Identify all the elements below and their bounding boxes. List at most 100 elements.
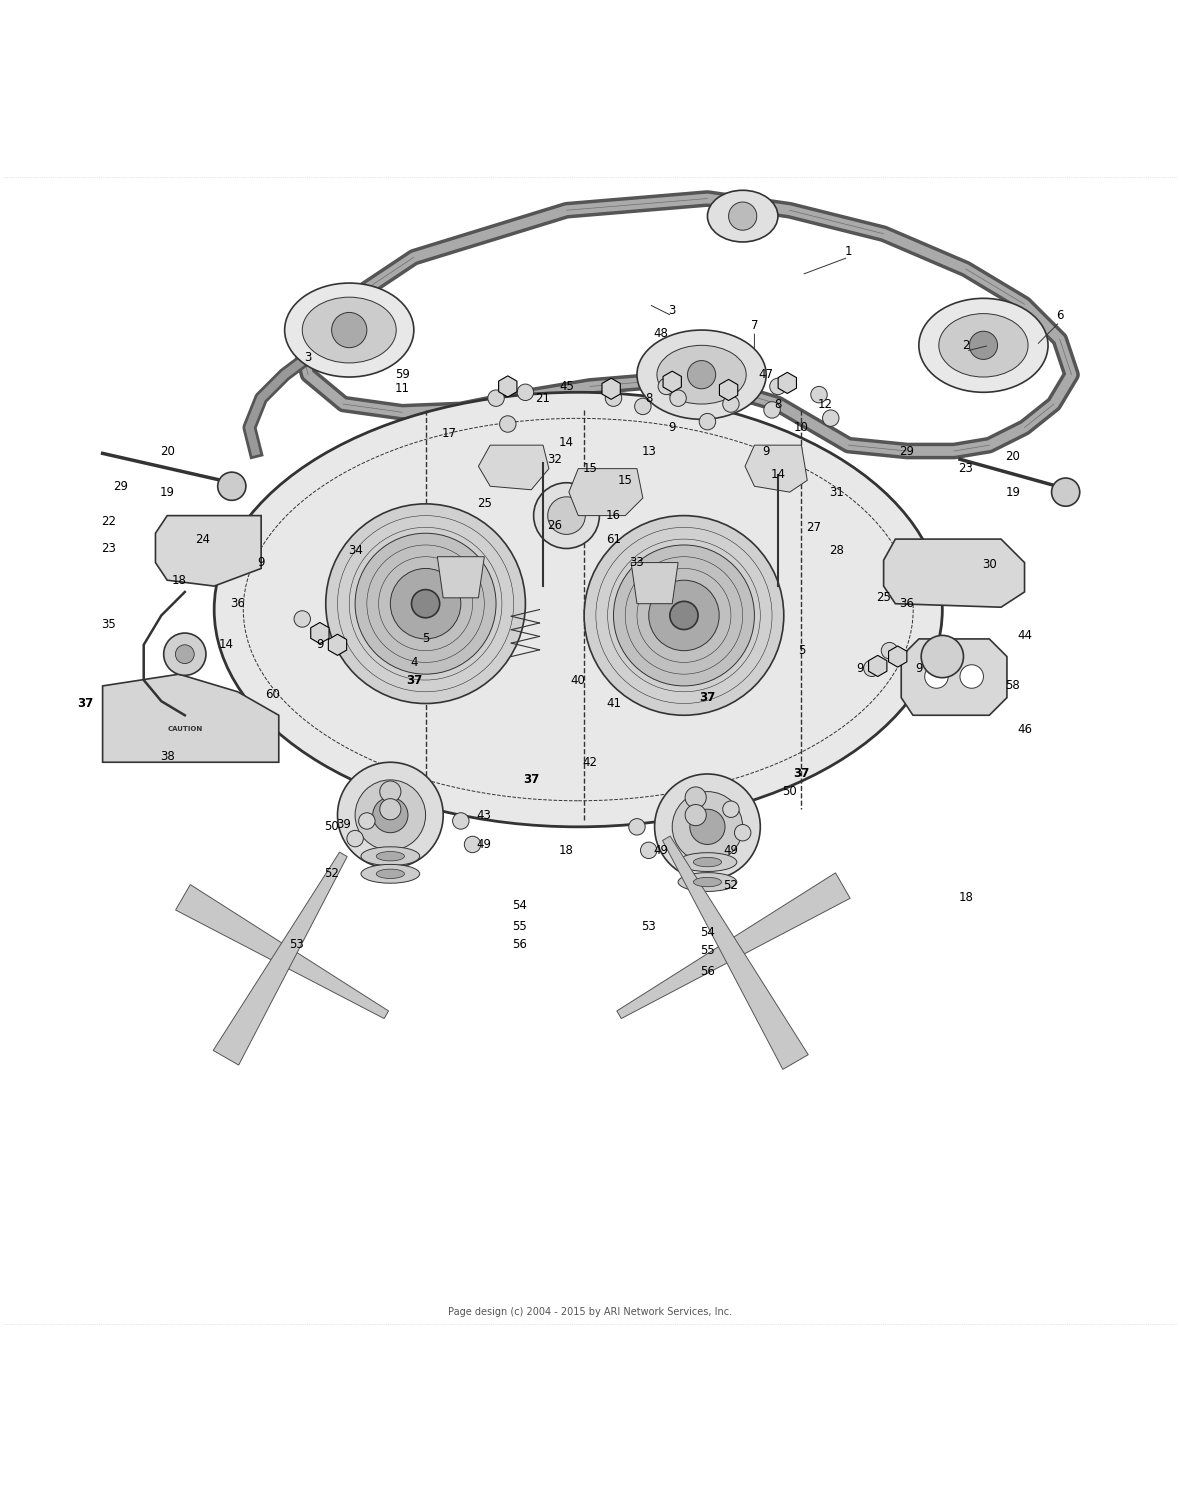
Text: 55: 55 <box>700 944 715 956</box>
Text: 14: 14 <box>559 437 573 449</box>
Polygon shape <box>214 853 347 1066</box>
Circle shape <box>769 378 786 395</box>
Circle shape <box>658 378 675 395</box>
Circle shape <box>465 836 480 853</box>
Polygon shape <box>720 380 738 401</box>
Polygon shape <box>499 375 517 396</box>
Circle shape <box>722 396 739 413</box>
Text: 22: 22 <box>101 515 116 528</box>
Text: 50: 50 <box>324 821 339 833</box>
Circle shape <box>734 824 750 841</box>
Ellipse shape <box>708 191 778 242</box>
Text: 29: 29 <box>899 444 914 458</box>
Polygon shape <box>631 563 678 603</box>
Text: 21: 21 <box>536 392 551 405</box>
Text: 27: 27 <box>806 521 820 534</box>
Circle shape <box>811 386 827 402</box>
Text: 10: 10 <box>794 420 808 434</box>
Ellipse shape <box>215 392 943 827</box>
Circle shape <box>355 781 426 851</box>
Polygon shape <box>889 645 907 666</box>
Text: 30: 30 <box>982 558 997 572</box>
Text: 9: 9 <box>668 420 676 434</box>
Text: 19: 19 <box>1005 486 1021 498</box>
Text: Page design (c) 2004 - 2015 by ARI Network Services, Inc.: Page design (c) 2004 - 2015 by ARI Netwo… <box>448 1307 732 1316</box>
Circle shape <box>164 633 206 675</box>
Text: 9: 9 <box>257 555 264 569</box>
Circle shape <box>605 390 622 407</box>
Polygon shape <box>617 874 850 1019</box>
Circle shape <box>688 360 715 389</box>
Text: 37: 37 <box>523 773 539 787</box>
Polygon shape <box>478 446 549 489</box>
Polygon shape <box>662 836 808 1069</box>
Polygon shape <box>902 639 1007 716</box>
Text: 59: 59 <box>394 368 409 381</box>
Text: 58: 58 <box>1005 680 1021 692</box>
Text: 52: 52 <box>324 868 339 880</box>
Polygon shape <box>868 656 887 677</box>
Text: 44: 44 <box>1017 629 1032 642</box>
Ellipse shape <box>694 857 721 866</box>
Text: 55: 55 <box>512 920 527 934</box>
Circle shape <box>337 763 444 868</box>
Text: 23: 23 <box>958 462 974 476</box>
Circle shape <box>670 390 687 407</box>
Circle shape <box>635 398 651 414</box>
Text: 48: 48 <box>653 327 668 341</box>
Text: 56: 56 <box>700 965 715 977</box>
Text: 32: 32 <box>548 453 562 465</box>
Polygon shape <box>176 884 388 1019</box>
Circle shape <box>969 332 997 359</box>
Polygon shape <box>663 371 681 392</box>
Text: 29: 29 <box>113 480 127 492</box>
Ellipse shape <box>302 297 396 363</box>
Polygon shape <box>884 539 1024 608</box>
Circle shape <box>533 483 599 548</box>
Circle shape <box>412 590 440 618</box>
Ellipse shape <box>284 284 414 377</box>
Text: 19: 19 <box>159 486 175 498</box>
Ellipse shape <box>637 330 766 419</box>
Circle shape <box>961 665 983 689</box>
Circle shape <box>614 545 754 686</box>
Text: 13: 13 <box>641 444 656 458</box>
Text: 37: 37 <box>700 690 715 704</box>
Circle shape <box>655 775 760 880</box>
Text: 37: 37 <box>406 674 422 686</box>
Circle shape <box>925 665 949 689</box>
Text: 2: 2 <box>962 339 970 351</box>
Text: 23: 23 <box>101 542 116 555</box>
Ellipse shape <box>361 865 420 883</box>
Text: 20: 20 <box>159 444 175 458</box>
Circle shape <box>355 533 496 674</box>
Text: 34: 34 <box>348 545 362 557</box>
Text: 4: 4 <box>411 656 418 669</box>
Polygon shape <box>103 674 278 763</box>
Circle shape <box>517 384 533 401</box>
Text: 6: 6 <box>1056 309 1063 323</box>
Circle shape <box>822 410 839 426</box>
Circle shape <box>641 842 657 859</box>
Text: 53: 53 <box>289 938 303 950</box>
Text: 25: 25 <box>877 591 891 605</box>
Circle shape <box>629 818 645 835</box>
Circle shape <box>373 797 408 833</box>
Text: 43: 43 <box>477 809 492 821</box>
Text: 8: 8 <box>645 392 653 405</box>
Circle shape <box>686 805 707 826</box>
Circle shape <box>312 624 328 641</box>
Text: 60: 60 <box>266 687 281 701</box>
Polygon shape <box>778 372 796 393</box>
Text: 49: 49 <box>653 844 668 857</box>
Circle shape <box>686 787 707 808</box>
Circle shape <box>690 809 725 845</box>
Ellipse shape <box>694 878 721 887</box>
Ellipse shape <box>361 847 420 866</box>
Text: 31: 31 <box>830 486 844 498</box>
Circle shape <box>347 830 363 847</box>
Text: 40: 40 <box>571 674 585 686</box>
Ellipse shape <box>376 851 405 862</box>
Circle shape <box>380 799 401 820</box>
Circle shape <box>1051 477 1080 506</box>
